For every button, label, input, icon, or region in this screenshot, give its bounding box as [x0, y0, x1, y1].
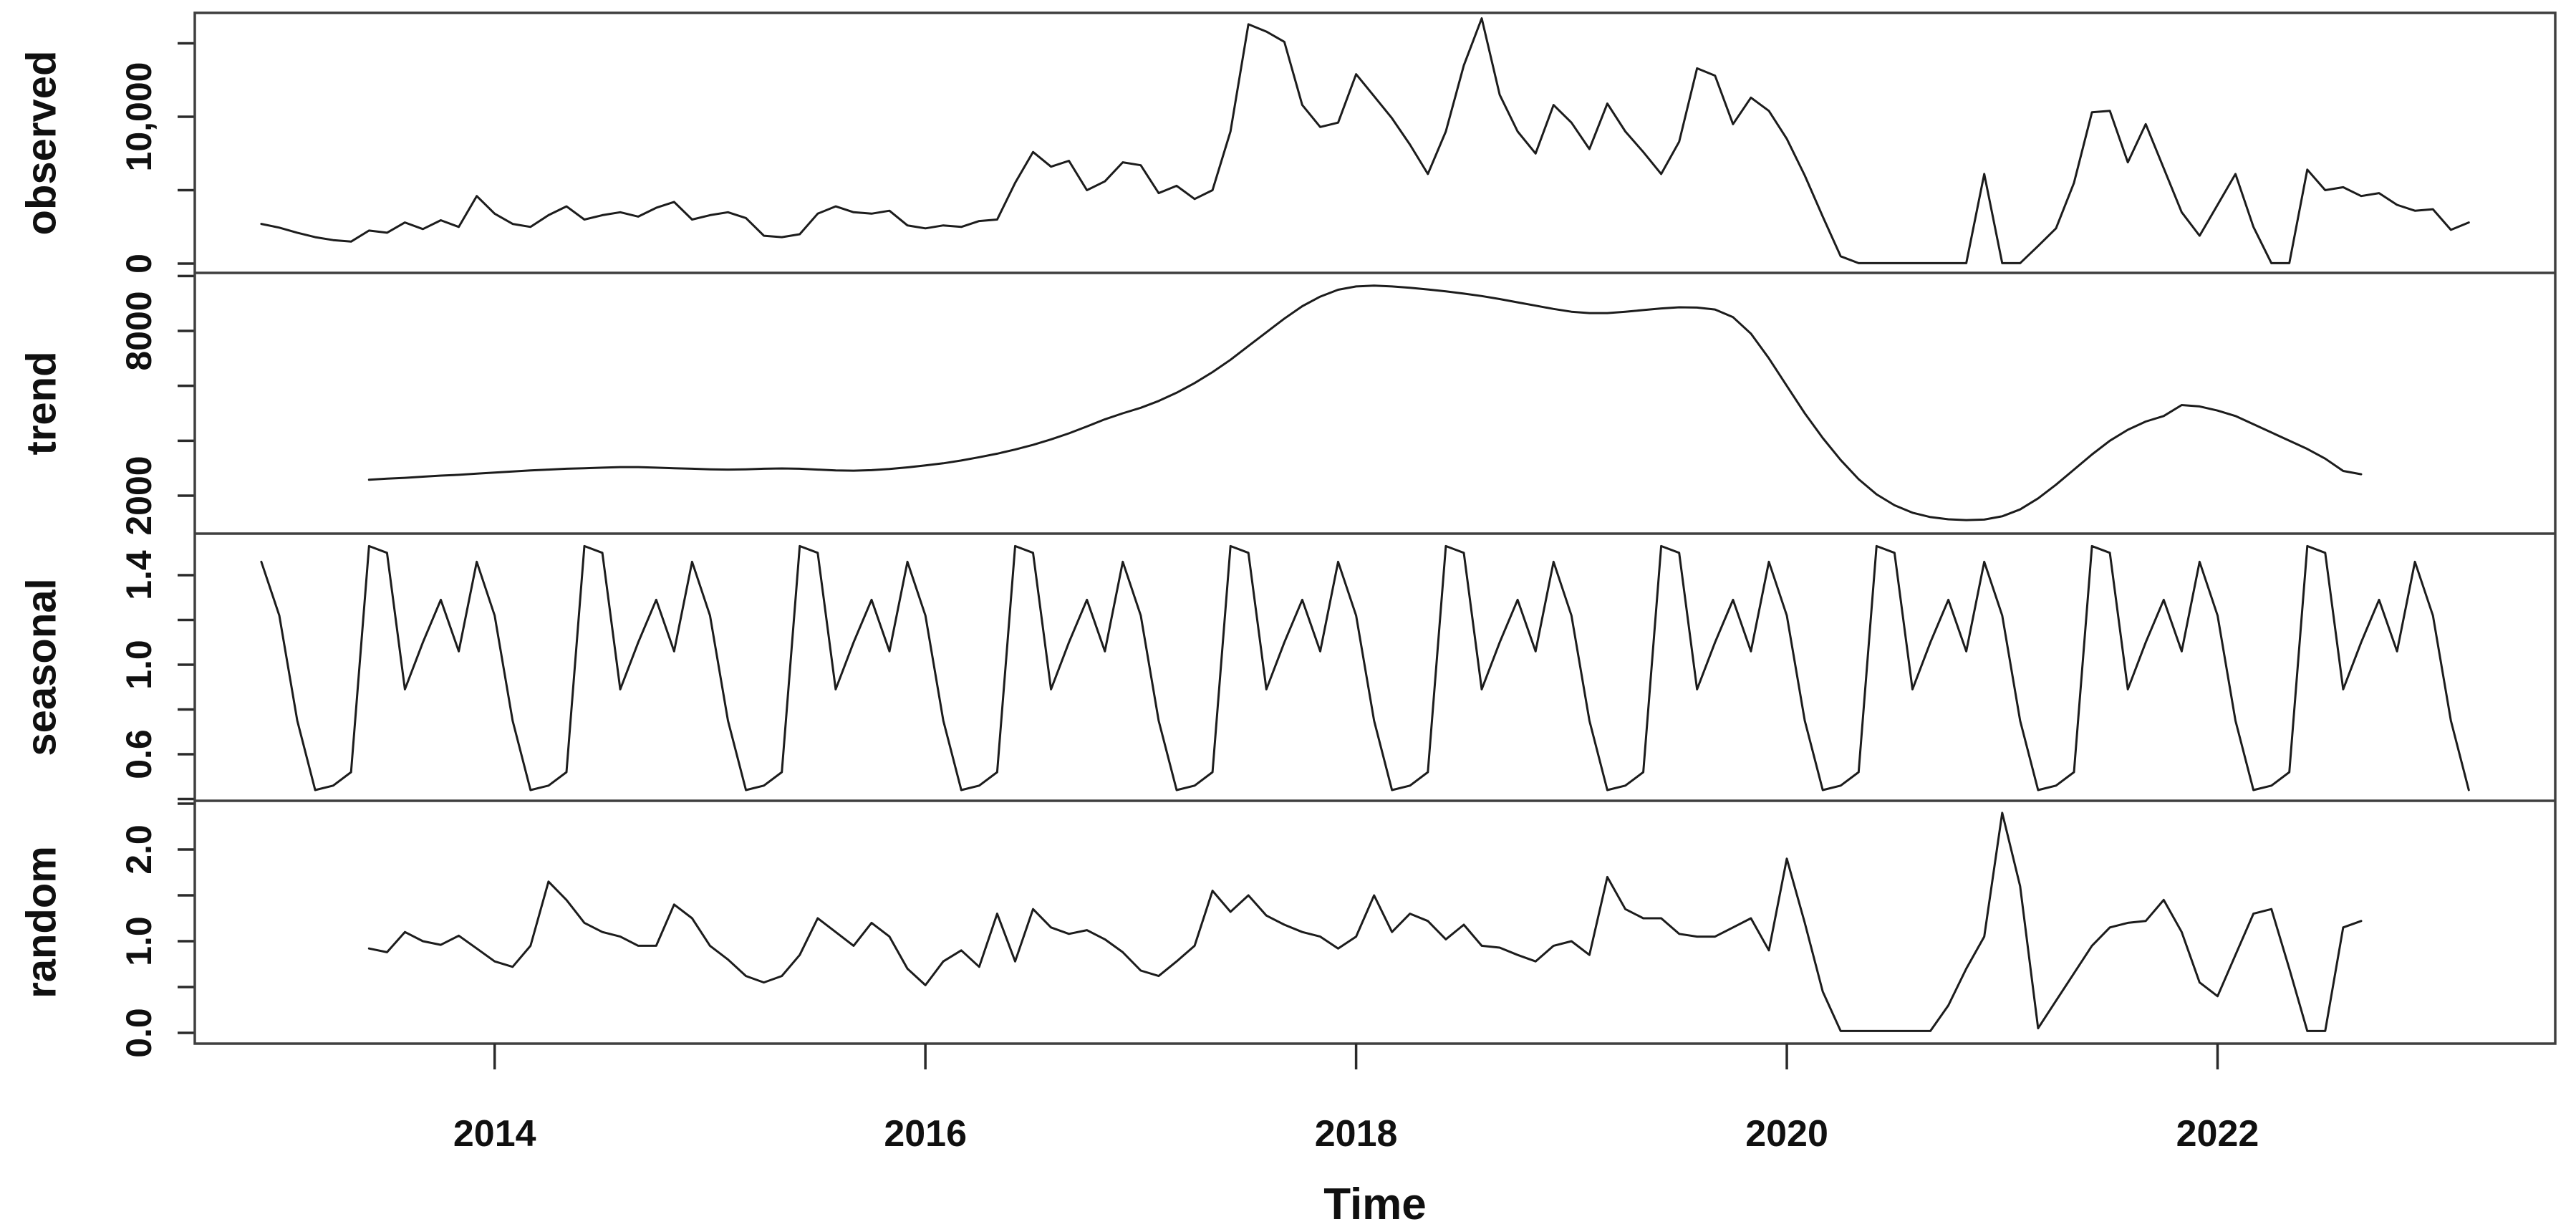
panel-trend: 2000 8000 trend	[18, 274, 2363, 536]
y-tick-label-observed: 10,000	[119, 62, 159, 172]
y-tick-label-random: 2.0	[119, 824, 159, 875]
x-axis-title: Time	[1323, 1180, 1427, 1229]
panel-title-seasonal: seasonal	[18, 578, 64, 756]
y-tick-label-random: 1.0	[119, 916, 159, 966]
y-tick-label-trend: 8000	[119, 291, 159, 370]
x-tick-label-2018: 2018	[1315, 1113, 1398, 1155]
x-tick-label-2020: 2020	[1745, 1113, 1828, 1155]
panel-observed: 0 10,000 observed	[18, 17, 2470, 274]
y-tick-label-seasonal: 0.6	[119, 729, 159, 779]
panel-title-random: random	[18, 846, 64, 998]
x-tick-label-2014: 2014	[453, 1113, 536, 1155]
plot-frame	[193, 11, 2557, 1045]
panel-random: 0.0 1.0 2.0 random	[18, 802, 2363, 1058]
panel-seasonal: 0.6 1.0 1.4 seasonal	[18, 544, 2470, 801]
panel-title-observed: observed	[18, 51, 64, 236]
y-tick-label-random: 0.0	[119, 1008, 159, 1058]
y-tick-label-trend: 2000	[119, 456, 159, 535]
random-series-line	[367, 812, 2363, 1032]
x-tick-label-2016: 2016	[884, 1113, 967, 1155]
y-tick-label-observed: 0	[119, 254, 159, 274]
panel-title-trend: trend	[18, 352, 64, 456]
trend-series-line	[367, 284, 2363, 521]
seasonal-series-line	[260, 544, 2470, 791]
observed-series-line	[260, 17, 2470, 264]
y-tick-label-seasonal: 1.0	[119, 640, 159, 690]
x-tick-label-2022: 2022	[2176, 1113, 2259, 1155]
y-tick-label-seasonal: 1.4	[119, 550, 159, 600]
